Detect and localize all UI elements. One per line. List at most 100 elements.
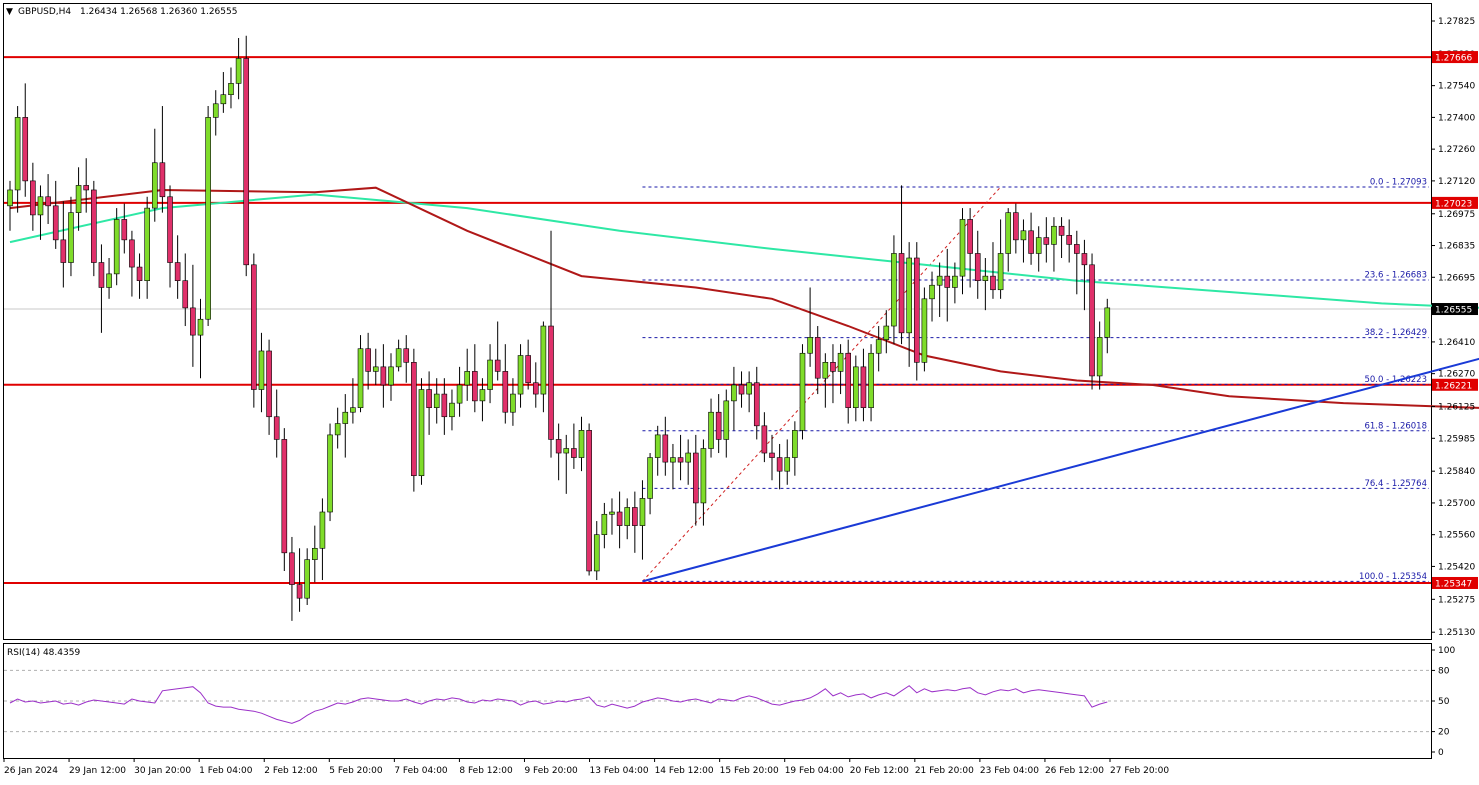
- bearish-candle: [83, 185, 89, 191]
- bullish-candle: [350, 407, 356, 413]
- bearish-candle: [738, 384, 745, 395]
- bullish-candle: [1096, 337, 1103, 377]
- bullish-candle: [868, 352, 874, 408]
- bearish-candle: [121, 219, 128, 241]
- bearish-candle: [411, 362, 417, 477]
- level-flag: [1432, 378, 1478, 391]
- bearish-candle: [555, 439, 562, 454]
- bullish-candle: [449, 402, 455, 418]
- bullish-candle: [372, 366, 379, 372]
- bullish-candle: [906, 257, 912, 334]
- fib-level-label: 76.4 - 1.25764: [1364, 479, 1427, 489]
- bearish-candle: [380, 366, 387, 386]
- bearish-candle: [281, 439, 288, 554]
- bullish-candle: [609, 511, 615, 515]
- support-resistance-levels: [4, 56, 1431, 584]
- chart-title: GBPUSD,H4: [18, 7, 71, 17]
- bearish-candle: [129, 239, 135, 268]
- time-tick-label: 20 Feb 12:00: [850, 766, 909, 776]
- bullish-candle: [654, 434, 661, 458]
- bullish-candle: [334, 423, 341, 436]
- time-tick-label: 2 Feb 12:00: [264, 766, 318, 776]
- level-flag-label: 1.27023: [1435, 199, 1472, 209]
- moving-averages: [9, 186, 1479, 409]
- time-tick-label: 9 Feb 20:00: [524, 766, 578, 776]
- bearish-candle: [677, 457, 684, 463]
- bearish-candle: [1081, 253, 1088, 266]
- bullish-candle: [959, 219, 966, 277]
- price-tick-label: 1.26270: [1438, 370, 1475, 380]
- bullish-candle: [517, 355, 524, 395]
- price-flags: 1.27666 1.27023 1.26221 1.25347 1.26555: [1432, 51, 1478, 589]
- price-tick-label: 1.26835: [1438, 242, 1475, 252]
- current-price-flag-label: 1.26555: [1435, 306, 1472, 316]
- fib-level-label: 50.0 - 1.26223: [1364, 375, 1427, 385]
- fibonacci-levels: 0.0 - 1.27093 23.6 - 1.26683 38.2 - 1.2642…: [642, 178, 1429, 582]
- bullish-candle: [807, 337, 813, 354]
- bullish-candle: [700, 448, 707, 504]
- bearish-candle: [30, 180, 36, 216]
- bearish-candle: [251, 264, 257, 390]
- bullish-candle: [601, 513, 608, 535]
- bearish-candle: [289, 552, 295, 585]
- bullish-candle: [151, 162, 158, 209]
- bullish-candle: [1020, 230, 1027, 241]
- bearish-candle: [45, 196, 51, 207]
- rsi-tick-label: 50: [1438, 697, 1450, 707]
- bullish-candle: [75, 185, 82, 213]
- bearish-candle: [174, 262, 181, 281]
- price-tick-label: 1.26975: [1438, 210, 1475, 220]
- time-tick-label: 7 Feb 04:00: [394, 766, 448, 776]
- bullish-candle: [510, 393, 516, 413]
- level-flag: [1432, 196, 1478, 209]
- bullish-candle: [593, 534, 600, 572]
- bullish-candle: [37, 196, 44, 216]
- bearish-candle: [532, 382, 539, 395]
- bearish-candle: [860, 366, 867, 408]
- bearish-candle: [52, 205, 59, 241]
- bearish-candle: [548, 325, 554, 440]
- level-flag-label: 1.27666: [1435, 54, 1472, 64]
- bullish-candle: [639, 498, 646, 526]
- bearish-candle: [426, 389, 432, 408]
- bullish-candle: [792, 430, 798, 458]
- bullish-candle: [540, 325, 547, 395]
- price-axis: 1.278251.276801.275401.274001.272601.271…: [1431, 17, 1475, 638]
- rsi-tick-label: 0: [1438, 748, 1444, 758]
- bullish-candle: [723, 400, 730, 440]
- bearish-candle: [1043, 237, 1050, 245]
- bullish-candle: [327, 434, 333, 513]
- bearish-candle: [715, 411, 722, 440]
- bearish-candle: [525, 355, 531, 384]
- ohlc-readout: 1.26434 1.26568 1.26360 1.26555: [80, 7, 237, 17]
- bearish-candle: [441, 393, 448, 418]
- bearish-candle: [571, 448, 577, 458]
- bullish-candle: [319, 511, 326, 549]
- candles-group: [7, 35, 1111, 621]
- price-tick-label: 1.25700: [1438, 499, 1475, 509]
- symbol-caret-icon[interactable]: ▼: [6, 7, 13, 17]
- bullish-candle: [14, 117, 21, 191]
- rsi-tick-label: 20: [1438, 728, 1450, 738]
- bullish-candle: [1104, 307, 1111, 338]
- bearish-candle: [167, 196, 173, 263]
- bullish-candle: [1035, 237, 1042, 254]
- bearish-candle: [136, 266, 143, 281]
- bullish-candle: [929, 284, 935, 300]
- bullish-candle: [853, 366, 859, 408]
- fib-swing-line: [642, 186, 1001, 582]
- bullish-candle: [388, 366, 394, 386]
- bearish-candle: [502, 371, 509, 413]
- level-flag-label: 1.26221: [1435, 381, 1472, 391]
- bearish-candle: [22, 117, 29, 182]
- time-tick-label: 8 Feb 12:00: [459, 766, 513, 776]
- bearish-candle: [974, 253, 981, 281]
- time-tick-label: 30 Jan 20:00: [134, 766, 191, 776]
- bearish-candle: [814, 337, 821, 379]
- bullish-candle: [258, 350, 265, 390]
- bearish-candle: [761, 425, 768, 454]
- price-tick-label: 1.26695: [1438, 273, 1475, 283]
- bearish-candle: [830, 362, 836, 372]
- time-tick-label: 26 Jan 2024: [4, 766, 58, 776]
